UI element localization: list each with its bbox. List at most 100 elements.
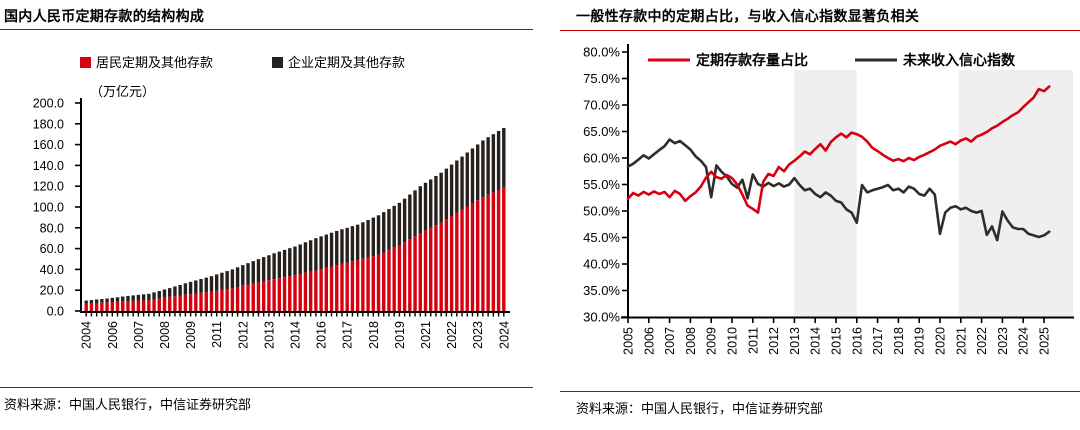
bar-resident xyxy=(209,291,214,311)
x-tick-label: 2006 xyxy=(642,327,656,355)
x-tick-label: 2008 xyxy=(158,321,172,349)
bar-corporate xyxy=(449,164,454,217)
bar-resident xyxy=(272,279,276,311)
bar-corporate xyxy=(371,217,375,257)
x-tick-label: 2014 xyxy=(289,321,303,349)
y-axis-unit-label: （万亿元） xyxy=(90,84,155,99)
bar-corporate xyxy=(308,240,313,272)
bar-resident xyxy=(418,233,422,311)
bar-resident xyxy=(225,289,229,311)
bar-corporate xyxy=(277,251,282,279)
x-tick-label: 2024 xyxy=(1017,327,1031,355)
bar-corporate xyxy=(220,272,224,290)
bar-resident xyxy=(382,252,386,311)
bar-corporate xyxy=(121,296,125,302)
bar-resident xyxy=(147,300,151,311)
x-tick-label: 2014 xyxy=(809,327,823,355)
x-tick-label: 2018 xyxy=(367,321,381,349)
y-tick-label: 75.0% xyxy=(583,71,620,86)
bar-resident xyxy=(204,292,208,311)
y-tick-label: 50.0% xyxy=(583,204,620,219)
y-tick-label: 100.0 xyxy=(33,201,64,215)
bar-corporate xyxy=(345,227,349,263)
bar-resident xyxy=(298,273,302,311)
x-tick-label: 2022 xyxy=(445,321,459,349)
bar-resident xyxy=(449,216,454,311)
bar-corporate xyxy=(329,232,334,267)
bar-corporate xyxy=(110,297,114,303)
bar-resident xyxy=(293,275,297,311)
bar-resident xyxy=(434,225,438,311)
x-tick-label: 2012 xyxy=(767,327,781,355)
bar-corporate xyxy=(152,292,156,300)
bar-resident xyxy=(355,260,360,311)
bar-corporate xyxy=(100,299,104,303)
y-tick-label: 80.0% xyxy=(583,45,620,60)
bar-resident xyxy=(131,300,135,311)
x-tick-label: 2023 xyxy=(996,327,1010,355)
x-tick-label: 2007 xyxy=(663,327,677,355)
bar-corporate xyxy=(162,289,167,298)
bar-corporate xyxy=(256,259,261,283)
bar-resident xyxy=(282,277,287,311)
bar-corporate xyxy=(444,168,449,220)
bar-resident xyxy=(126,301,130,311)
x-tick-label: 2006 xyxy=(106,321,120,349)
y-tick-label: 40.0 xyxy=(40,263,64,277)
x-tick-label: 2011 xyxy=(746,327,760,354)
bar-corporate xyxy=(115,297,120,302)
legend-swatch-resident xyxy=(80,57,91,68)
bar-corporate xyxy=(418,186,422,233)
x-tick-label: 2007 xyxy=(132,321,146,349)
left-source-rule xyxy=(0,387,533,388)
bar-corporate xyxy=(147,293,151,301)
bar-corporate xyxy=(434,176,438,226)
bar-resident xyxy=(194,293,198,311)
x-tick-label: 2019 xyxy=(393,321,407,349)
y-tick-label: 0.0 xyxy=(47,305,64,319)
bar-resident xyxy=(288,276,292,311)
bar-resident xyxy=(470,203,475,311)
bar-resident xyxy=(241,285,245,311)
bar-corporate xyxy=(241,265,245,286)
y-tick-label: 160.0 xyxy=(33,138,64,152)
bar-corporate xyxy=(94,299,99,303)
highlight-band xyxy=(958,70,1073,317)
bar-resident xyxy=(392,247,396,311)
bar-resident xyxy=(256,282,261,311)
bar-resident xyxy=(361,258,365,311)
x-tick-label: 2013 xyxy=(262,321,276,349)
x-tick-label: 2015 xyxy=(830,327,844,355)
x-tick-label: 2004 xyxy=(80,321,94,349)
bar-resident xyxy=(387,250,391,311)
bar-corporate xyxy=(361,222,365,259)
bar-corporate xyxy=(460,156,464,210)
bar-resident xyxy=(376,254,381,311)
bar-corporate xyxy=(199,278,203,293)
deposit-ratio-line-chart: 定期存款存量占比 未来收入信心指数 30.0% 35.0% 40.0% 45.0% 50.0… xyxy=(583,44,1074,355)
bar-resident xyxy=(455,212,459,311)
bar-corporate xyxy=(423,182,428,231)
y-tick-label: 45.0% xyxy=(583,230,620,245)
bar-resident xyxy=(188,294,193,311)
bar-corporate xyxy=(204,277,208,293)
bar-corporate xyxy=(476,144,480,201)
bar-resident xyxy=(136,300,141,311)
bar-resident xyxy=(319,269,323,311)
bar-corporate xyxy=(235,267,240,287)
bar-corporate xyxy=(168,288,172,297)
bar-corporate xyxy=(314,238,318,271)
bar-resident xyxy=(261,281,266,311)
x-tick-label: 2008 xyxy=(684,327,698,355)
x-tick-label: 2019 xyxy=(913,327,927,355)
bar-resident xyxy=(423,230,428,311)
bar-resident xyxy=(267,280,271,311)
bar-resident xyxy=(371,256,375,311)
bar-corporate xyxy=(288,248,292,277)
bar-corporate xyxy=(183,283,188,295)
y-tick-label: 20.0 xyxy=(40,284,64,298)
bar-resident xyxy=(408,239,412,311)
bar-corporate xyxy=(491,134,496,193)
bar-resident xyxy=(345,262,349,311)
